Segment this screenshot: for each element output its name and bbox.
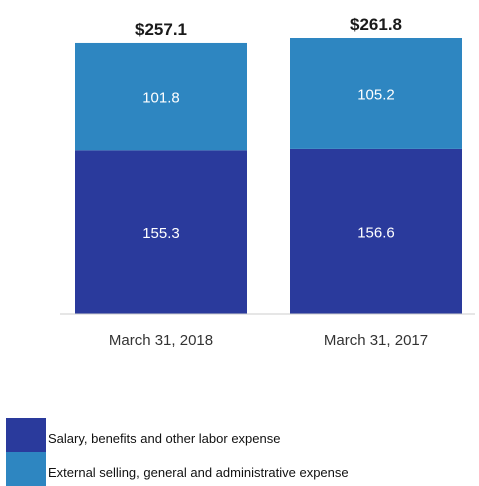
legend-swatch-salary — [6, 418, 46, 452]
bar-external-sga-2017 — [290, 38, 462, 149]
data-label-external-sga-2017: 105.2 — [357, 86, 395, 103]
category-label-2017: March 31, 2017 — [324, 332, 428, 349]
stacked-bar-chart: 155.3 101.8 $257.1 March 31, 2018 156.6 105.2… — [60, 15, 475, 349]
data-label-salary-2017: 156.6 — [357, 224, 395, 241]
total-label-2017: $261.8 — [350, 15, 402, 34]
legend-label-salary: Salary, benefits and other labor expense — [48, 431, 281, 446]
bar-salary-2017 — [290, 148, 462, 314]
data-label-salary-2018: 155.3 — [142, 225, 180, 242]
category-label-2018: March 31, 2018 — [109, 332, 213, 349]
bar-salary-2018 — [75, 150, 247, 314]
bar-external-sga-2018 — [75, 42, 247, 151]
legend-item-external-sga: External selling, general and administra… — [6, 452, 476, 486]
legend-label-external-sga: External selling, general and administra… — [48, 465, 349, 480]
total-label-2018: $257.1 — [135, 20, 187, 39]
legend: Salary, benefits and other labor expense… — [6, 418, 476, 486]
legend-swatch-external-sga — [6, 452, 46, 486]
data-label-external-sga-2018: 101.8 — [142, 90, 180, 107]
legend-item-salary: Salary, benefits and other labor expense — [6, 418, 476, 452]
